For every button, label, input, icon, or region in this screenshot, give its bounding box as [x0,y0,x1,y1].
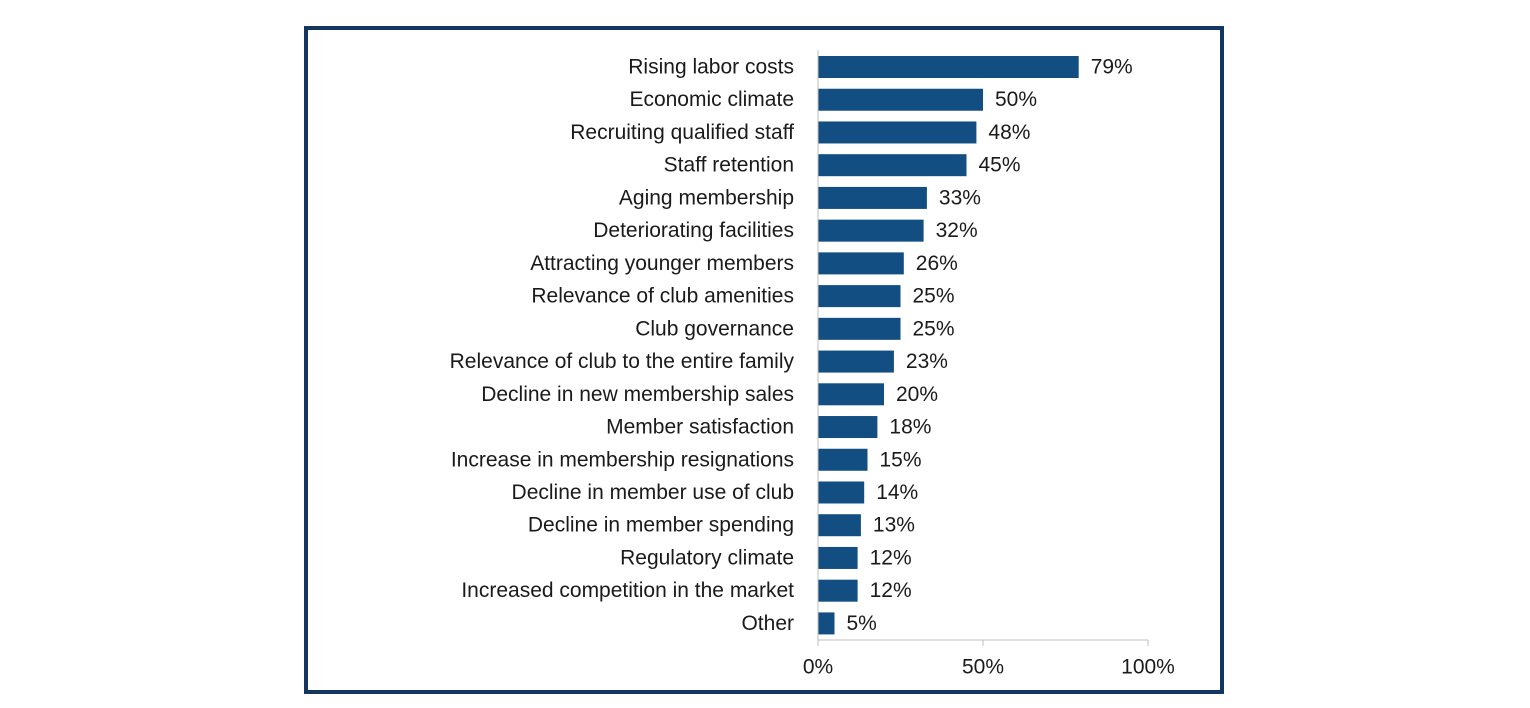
x-tick-label: 50% [962,656,1004,679]
data-label: 23% [906,350,948,373]
data-label: 20% [896,383,938,406]
bar [818,252,904,275]
category-label: Staff retention [664,154,794,177]
data-label: 50% [995,88,1037,111]
category-label: Increased competition in the market [461,579,794,602]
category-label: Aging membership [619,186,794,209]
chart-frame: 79% 50% 48% 45% 33% 32% 26% 25% 25% 23% 20% 18% 15% 1… [304,26,1224,694]
category-label: Rising labor costs [628,56,794,79]
bar [818,416,878,439]
category-label: Regulatory climate [620,546,794,569]
category-label: Decline in new membership sales [481,383,794,406]
data-label: 25% [913,317,955,340]
bar [818,285,901,308]
bar [818,546,858,569]
category-label: Other [741,612,794,635]
bar [818,121,977,144]
data-label: 14% [876,481,918,504]
data-label: 79% [1091,56,1133,79]
data-label: 18% [889,416,931,439]
bar [818,186,927,209]
data-label: 26% [916,252,958,275]
category-label: Relevance of club to the entire family [450,350,795,373]
bar-chart: 79% 50% 48% 45% 33% 32% 26% 25% 25% 23% 20% 18% 15% 1… [450,50,1175,679]
category-label: Attracting younger members [530,252,794,275]
x-tick-label: 0% [803,656,833,679]
bar [818,56,1079,78]
category-label: Economic climate [629,88,794,111]
bar [818,514,861,537]
data-label: 33% [939,186,981,209]
category-label: Deteriorating facilities [593,219,794,242]
bar [818,383,884,406]
bar [818,317,901,340]
bars-layer: 79% 50% 48% 45% 33% 32% 26% 25% 25% 23% 20% 18% 15% 1… [818,56,1133,635]
data-label: 5% [847,612,877,635]
x-tick-label: 100% [1121,656,1175,679]
category-label: Member satisfaction [606,416,794,439]
bar [818,481,865,504]
bar [818,219,924,242]
bar [818,448,868,471]
data-label: 13% [873,514,915,537]
data-label: 48% [988,121,1030,144]
data-label: 12% [870,579,912,602]
category-label: Decline in member spending [528,514,794,537]
data-label: 25% [913,285,955,308]
bar [818,154,967,177]
category-label: Club governance [635,317,794,340]
category-label: Decline in member use of club [512,481,794,504]
bar [818,579,858,602]
bar [818,88,983,111]
data-label: 15% [880,448,922,471]
data-label: 12% [870,546,912,569]
data-label: 32% [936,219,978,242]
category-label: Recruiting qualified staff [570,121,794,144]
category-label: Increase in membership resignations [451,448,794,471]
bar [818,612,835,635]
bar [818,350,894,373]
axis-layer: Rising labor costs Economic climate Recrui… [450,50,1175,679]
data-label: 45% [979,154,1021,177]
category-label: Relevance of club amenities [531,285,794,308]
